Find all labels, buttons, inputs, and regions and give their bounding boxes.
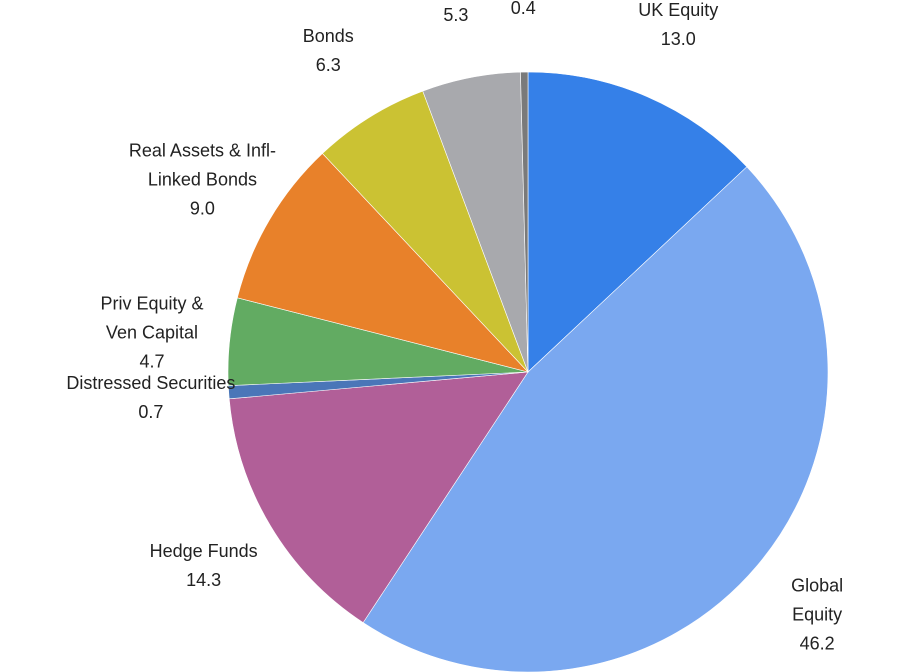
- slice-label: Hedge Funds 14.3: [150, 537, 258, 595]
- pie-slice: [520, 71, 529, 373]
- category-label: UK Equity: [638, 0, 719, 21]
- category-label: Bonds: [302, 26, 354, 47]
- slice-label: Other0.4: [501, 0, 546, 23]
- slice-label: Cash & Equivs5.3: [397, 0, 515, 30]
- category-label: Global Equity: [791, 575, 844, 625]
- pie-slice: [362, 166, 829, 672]
- value-label: 0.4: [510, 0, 536, 19]
- value-label: 4.7: [139, 351, 165, 372]
- value-label: 0.7: [138, 401, 164, 422]
- slice-label: Priv Equity & Ven Capital 4.7: [100, 290, 203, 377]
- value-label: 5.3: [443, 4, 469, 25]
- value-label: 6.3: [315, 55, 341, 76]
- pie-slice: [322, 90, 529, 373]
- category-label: Priv Equity & Ven Capital: [100, 293, 204, 343]
- pie-slice: [236, 153, 529, 373]
- value-label: 14.3: [186, 570, 222, 591]
- value-label: 13.0: [660, 29, 696, 50]
- value-label: 9.0: [189, 198, 215, 219]
- slice-label: Global Equity 46.2: [767, 572, 868, 659]
- pie-slice: [228, 371, 529, 624]
- slice-label: UK Equity 13.0: [638, 0, 718, 54]
- value-label: 46.2: [799, 633, 835, 654]
- slice-label: Real Assets & Infl- Linked Bonds 9.0: [129, 136, 276, 223]
- pie-slice: [527, 71, 748, 373]
- slice-label: Distressed Securities 0.7: [66, 369, 235, 427]
- category-label: Real Assets & Infl- Linked Bonds: [128, 140, 276, 190]
- category-label: Distressed Securities: [66, 372, 236, 393]
- slice-label: Bonds 6.3: [303, 22, 354, 80]
- category-label: Hedge Funds: [149, 541, 258, 562]
